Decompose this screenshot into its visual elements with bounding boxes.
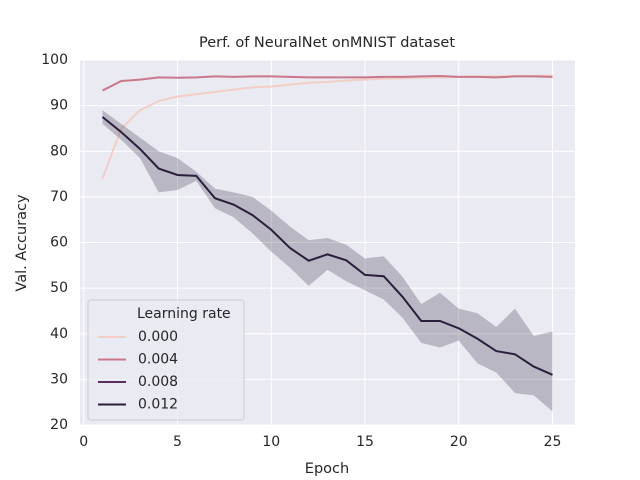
y-tick-label: 60 <box>50 235 68 251</box>
chart-title: Perf. of NeuralNet onMNIST dataset <box>199 35 455 51</box>
y-tick-label: 90 <box>50 98 68 114</box>
x-tick-label: 0 <box>79 434 88 450</box>
x-tick-label: 5 <box>173 434 182 450</box>
x-tick-label: 15 <box>356 434 374 450</box>
legend-title: Learning rate <box>137 306 231 322</box>
line <box>101 116 553 376</box>
y-tick-label: 20 <box>50 417 68 433</box>
line <box>102 74 553 92</box>
y-tick-label: 70 <box>50 189 68 205</box>
confidence-band <box>102 110 553 412</box>
legend-label: 0.000 <box>138 329 178 345</box>
y-tick-label: 100 <box>41 52 68 68</box>
x-tick-label: 25 <box>544 434 562 450</box>
legend-label: 0.004 <box>138 352 178 368</box>
y-tick-label: 40 <box>50 326 68 342</box>
x-tick-label: 20 <box>450 434 468 450</box>
legend-label: 0.008 <box>138 374 178 390</box>
x-axis-label: Epoch <box>305 461 349 477</box>
y-tick-label: 80 <box>50 143 68 159</box>
legend-box <box>87 299 245 421</box>
y-axis-label: Val. Accuracy <box>14 194 30 292</box>
y-tick-label: 30 <box>50 371 68 387</box>
x-tick-label: 10 <box>262 434 280 450</box>
y-tick-label: 50 <box>50 280 68 296</box>
legend-label: 0.012 <box>138 397 178 413</box>
